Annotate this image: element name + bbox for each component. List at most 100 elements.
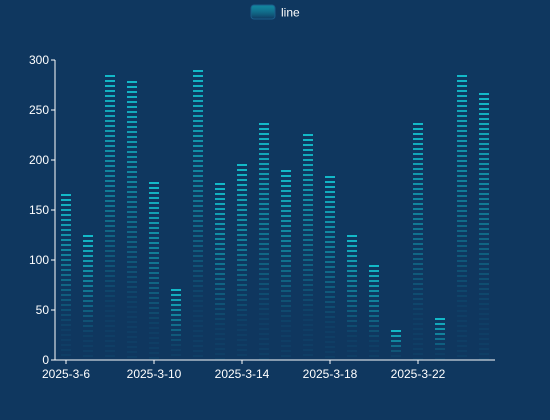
bar-segment	[391, 355, 401, 357]
bar-segment	[61, 229, 71, 231]
bar-segment	[281, 355, 291, 357]
bar-segment	[479, 133, 489, 135]
bar-segment	[105, 160, 115, 162]
bar-segment	[127, 236, 137, 238]
legend[interactable]: line	[250, 4, 300, 20]
bar-segment	[479, 318, 489, 320]
bar-segment	[303, 254, 313, 256]
bar-segment	[479, 158, 489, 160]
bar-segment	[457, 305, 467, 307]
bar-segment	[105, 330, 115, 332]
bar-segment	[193, 245, 203, 247]
bar-segment	[149, 182, 159, 184]
bar-segment	[193, 305, 203, 307]
bar-segment	[127, 356, 137, 358]
bar-segment	[303, 219, 313, 221]
bar-segment	[215, 338, 225, 340]
bar-segment	[149, 257, 159, 259]
bar-segment	[303, 289, 313, 291]
bar-segment	[149, 352, 159, 354]
bar-segment	[237, 344, 247, 346]
bar-segment	[215, 253, 225, 255]
bar-segment	[193, 225, 203, 227]
bar-segment	[215, 303, 225, 305]
bar-segment	[281, 290, 291, 292]
bar-segment	[105, 190, 115, 192]
bar-segment	[149, 317, 159, 319]
bar-segment	[105, 335, 115, 337]
bar-segment	[303, 169, 313, 171]
bar-segment	[413, 203, 423, 205]
bar-segment	[325, 346, 335, 348]
bar-segment	[259, 253, 269, 255]
bar-segment	[457, 150, 467, 152]
bar-segment	[479, 113, 489, 115]
bar-segment	[479, 283, 489, 285]
bar-segment	[259, 213, 269, 215]
bar-segment	[127, 256, 137, 258]
bar-segment	[457, 300, 467, 302]
bar-segment	[413, 338, 423, 340]
bar-segment	[61, 339, 71, 341]
bar-segment	[413, 208, 423, 210]
bar-segment	[83, 355, 93, 357]
bar-segment	[149, 357, 159, 359]
bar-segment	[281, 220, 291, 222]
bar-segment	[347, 245, 357, 247]
bar-segment	[457, 155, 467, 157]
bar-segment	[259, 148, 269, 150]
bar-segment	[259, 188, 269, 190]
bar-segment	[479, 298, 489, 300]
bar-segment	[61, 349, 71, 351]
bar-segment	[259, 158, 269, 160]
bar-segment	[105, 275, 115, 277]
bar-segment	[369, 285, 379, 287]
bar	[237, 164, 247, 356]
bar-segment	[193, 355, 203, 357]
bar-segment	[193, 335, 203, 337]
bar-segment	[127, 336, 137, 338]
bar-segment	[391, 330, 401, 332]
bar-segment	[347, 350, 357, 352]
bar-segment	[149, 242, 159, 244]
bar-segment	[83, 315, 93, 317]
bar-segment	[83, 270, 93, 272]
bar-segment	[259, 198, 269, 200]
bar-segment	[413, 243, 423, 245]
bar-segment	[281, 310, 291, 312]
bar-segment	[193, 270, 203, 272]
bar-segment	[149, 202, 159, 204]
bar	[259, 123, 269, 360]
bar-segment	[457, 205, 467, 207]
bar-segment	[61, 254, 71, 256]
bar-segment	[193, 135, 203, 137]
bar-segment	[479, 303, 489, 305]
y-tick-label: 150	[29, 203, 49, 217]
bar-segment	[127, 306, 137, 308]
bar-segment	[237, 244, 247, 246]
bar-segment	[457, 355, 467, 357]
axes	[51, 59, 495, 364]
bar-segment	[259, 238, 269, 240]
bar-segment	[237, 274, 247, 276]
bar-segment	[127, 276, 137, 278]
bar-segment	[435, 358, 445, 360]
bar-segment	[281, 285, 291, 287]
bar-segment	[281, 200, 291, 202]
bar-segment	[457, 195, 467, 197]
bar-segment	[391, 350, 401, 352]
bar-segment	[237, 214, 247, 216]
bar-segment	[215, 183, 225, 185]
bar-segment	[105, 170, 115, 172]
bar-segment	[171, 289, 181, 291]
bar-segment	[479, 358, 489, 360]
bar-segment	[127, 206, 137, 208]
bar-segment	[281, 230, 291, 232]
bar-segment	[149, 192, 159, 194]
bar-segment	[237, 174, 247, 176]
bar-segment	[325, 341, 335, 343]
bar-segment	[259, 193, 269, 195]
bar-segment	[413, 333, 423, 335]
bar-segment	[259, 123, 269, 125]
